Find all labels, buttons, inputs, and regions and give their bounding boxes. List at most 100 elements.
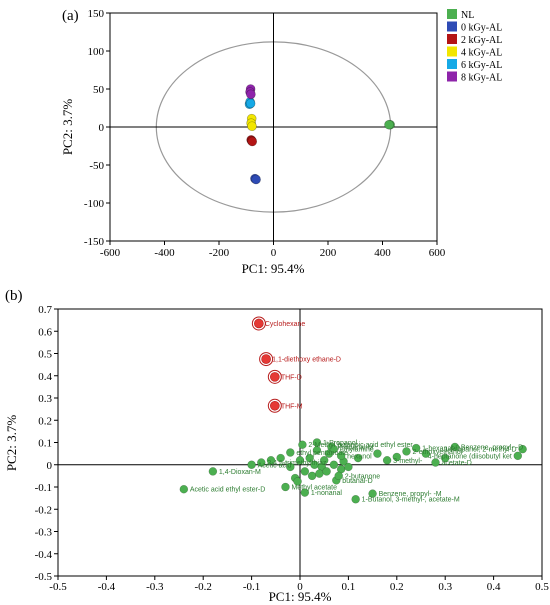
panel-a-x-axis-title: PC1: 95.4% (242, 261, 305, 276)
loading-point (368, 489, 377, 498)
loading-point (440, 453, 450, 463)
x-tick-label: 600 (429, 247, 446, 259)
y-tick-label: -150 (84, 236, 105, 248)
x-tick-label: -0.4 (98, 581, 116, 593)
loading-point-label: 2,4,5-trimethylthiaz (267, 460, 327, 467)
panel-a-tag: (a) (62, 8, 79, 24)
panel-b-tag: (b) (5, 288, 23, 304)
x-tick-label: -0.2 (194, 581, 211, 593)
loading-point (334, 471, 343, 481)
loading-point-label: hexanol (347, 453, 372, 460)
y-tick-label: -0.5 (35, 571, 53, 583)
y-tick-label: -50 (89, 160, 104, 172)
loading-point-label: 1-Propanol, 2-methyl-D (444, 447, 516, 454)
panel-b-y-axis-title: PC2: 3.7% (4, 415, 19, 472)
loading-point (295, 456, 305, 465)
loading-point-label: 1,1-diethoxy ethane-D (272, 357, 341, 364)
loading-point-label: acetate-D (442, 460, 472, 467)
loading-point-label: 2-butanone (345, 473, 381, 480)
loading-point (421, 449, 431, 458)
loading-point (322, 467, 331, 476)
x-tick-label: -200 (209, 247, 230, 259)
loading-point-label: ethylamine (340, 447, 374, 454)
score-point (246, 89, 256, 100)
loading-point-label: 2-Methyl butanoic acid ethyl ester (308, 442, 413, 449)
legend-label: 4 kGy-AL (461, 48, 502, 59)
y-tick-label: 0.6 (38, 326, 52, 338)
loading-point-label: Methyl acetate (291, 485, 337, 492)
loading-point (336, 451, 346, 461)
loading-point-ring (259, 352, 274, 367)
y-tick-label: -0.4 (35, 549, 53, 561)
loading-point (351, 494, 360, 504)
loading-point (307, 471, 317, 481)
y-tick-label: 0.5 (38, 349, 52, 361)
x-tick-label: 0.5 (535, 581, 549, 593)
loading-point (261, 354, 271, 364)
loading-point (179, 484, 189, 494)
loading-point-label: 1-Propanol (323, 440, 358, 447)
loading-point-label: THF-M (281, 403, 303, 410)
loading-point (344, 462, 353, 472)
loading-point (276, 453, 285, 463)
y-tick-label: 150 (88, 8, 105, 20)
y-tick-label: -0.2 (35, 504, 52, 516)
loading-point-label: 3-methyl- (393, 458, 423, 465)
panel-a-zero-lines (110, 13, 437, 241)
loading-point (300, 488, 310, 497)
loading-point (402, 447, 411, 456)
loading-point-label: 1-nonanal (311, 490, 343, 497)
legend-label: 2 kGy-AL (461, 35, 502, 46)
legend-swatch (447, 9, 457, 19)
loading-point-label: 1-hexanal-D (422, 446, 460, 453)
legend-label: 0 kGy-AL (461, 23, 502, 34)
y-tick-label: -0.3 (35, 527, 53, 539)
loading-point (270, 400, 280, 411)
loading-point (319, 456, 329, 465)
x-tick-label: 200 (320, 247, 337, 259)
loading-point (270, 372, 280, 382)
loading-point-label: Cyclohexane (265, 321, 306, 328)
loading-point (293, 477, 302, 486)
legend-swatch (447, 34, 457, 44)
loading-point (247, 460, 256, 469)
legend-swatch (447, 71, 457, 82)
loading-point (312, 438, 322, 447)
loading-point-label: Acetic acid ethyl ester-D (190, 487, 265, 494)
panel-b-x-axis-title: PC1: 95.4% (269, 589, 332, 604)
loading-point (513, 451, 523, 461)
panel-a-pca-score-plot: (a) -600 -400 -200 0 200 400 600 150 100 50 0 -50 -… (60, 8, 502, 276)
loading-point (450, 442, 460, 452)
loading-point-label: Benzene, propyl- -M (379, 491, 442, 498)
x-tick-label: 0 (297, 581, 303, 593)
x-tick-label: 0.3 (438, 581, 452, 593)
loading-point-label: THF-D (281, 374, 302, 381)
panel-a-legend: NL 0 kGy-AL2 kGy-AL 4 kGy-AL6 kGy-AL 8 kGy-… (447, 9, 502, 84)
panel-a-x-ticks: -600 -400 -200 0 200 400 600 (100, 241, 446, 259)
loading-point (300, 467, 310, 476)
loading-point (373, 449, 382, 458)
x-tick-label: 0.2 (390, 581, 404, 593)
loading-point-label: 4-heptanone (diisobutyl ket (428, 453, 512, 460)
x-tick-label: 0.4 (487, 581, 501, 593)
loading-point-label: 2-ethoxyethanol (412, 449, 462, 456)
score-point (247, 121, 257, 132)
loading-point (353, 453, 363, 463)
loading-point (257, 458, 266, 467)
x-tick-label: -600 (100, 247, 121, 259)
loading-point-label: Acetic acid (258, 462, 292, 469)
y-tick-label: 0.7 (38, 304, 52, 316)
loading-point-label: 1,4-Dioxan-M (219, 469, 261, 476)
y-tick-label: 0 (47, 460, 53, 472)
loading-point-label: ethyl pentanoate (296, 450, 348, 457)
y-tick-label: 0.2 (38, 415, 52, 427)
y-tick-label: 100 (88, 46, 105, 58)
panel-a-y-axis-title: PC2: 3.7% (60, 99, 75, 156)
loading-point (286, 448, 295, 457)
loading-point-ring (267, 398, 282, 413)
y-tick-label: 0.1 (38, 438, 52, 450)
loading-point (298, 440, 307, 449)
legend-label: NL (461, 10, 474, 21)
